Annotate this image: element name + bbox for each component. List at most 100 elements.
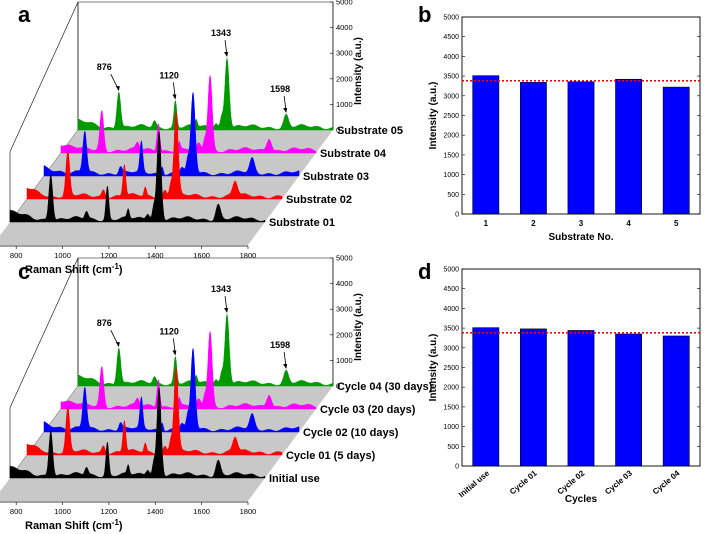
peak-arrowhead bbox=[224, 52, 229, 58]
x-tick-label: Cycle 02 bbox=[556, 468, 587, 496]
raman-shift-axis-title: Raman Shift (cm-1) bbox=[25, 262, 123, 276]
spectrum-cycle-03-20-days- bbox=[60, 331, 317, 410]
raman-shift-axis-title: Raman Shift (cm-1) bbox=[25, 518, 123, 532]
y-tick-label: 3500 bbox=[443, 74, 459, 81]
intensity-axis-title: Intensity (a.u.) bbox=[353, 293, 364, 361]
series-label: Substrate 04 bbox=[320, 148, 387, 160]
y-tick-label: 4500 bbox=[443, 34, 459, 41]
y-tick-label: 4000 bbox=[443, 306, 459, 313]
series-label: Cycle 02 (10 days) bbox=[303, 427, 399, 439]
y-tick-label: 500 bbox=[447, 192, 459, 199]
intensity-tick-label: 2000 bbox=[336, 74, 353, 83]
raman-shift-tick-label: 1600 bbox=[193, 507, 210, 516]
raman-shift-tick-label: 1800 bbox=[240, 507, 257, 516]
x-tick-label: Cycle 03 bbox=[603, 468, 634, 496]
peak-arrowhead bbox=[283, 108, 288, 114]
y-tick-label: 0 bbox=[455, 464, 459, 471]
peak-arrowhead bbox=[224, 308, 229, 314]
y-axis-title: Intensity (a.u.) bbox=[428, 82, 439, 150]
series-label: Cycle 03 (20 days) bbox=[320, 404, 416, 416]
panel-letter: b bbox=[418, 2, 431, 27]
series-floor-band bbox=[0, 478, 265, 501]
intensity-tick-label: 4000 bbox=[336, 279, 353, 288]
y-tick-label: 3500 bbox=[443, 326, 459, 333]
y-tick-label: 4500 bbox=[443, 286, 459, 293]
panel-c-spectra: 0 1000 2000 3000 4000 5000 Intensity (a.u.) Cyc… bbox=[0, 254, 433, 532]
intensity-tick-label: 3000 bbox=[336, 49, 353, 58]
y-tick-label: 1000 bbox=[443, 424, 459, 431]
series-label: Cycle 01 (5 days) bbox=[286, 450, 376, 462]
peak-label: 876 bbox=[97, 62, 112, 72]
x-axis-title: Cycles bbox=[565, 494, 598, 505]
bar-cycle-04 bbox=[662, 335, 690, 467]
bar-cycle-01 bbox=[520, 328, 547, 467]
peak-arrowhead bbox=[115, 342, 120, 348]
bar-2 bbox=[520, 82, 547, 215]
panel-letter: a bbox=[18, 2, 31, 27]
raman-shift-tick-label: 1400 bbox=[147, 507, 164, 516]
y-tick-label: 2000 bbox=[443, 133, 459, 140]
bar-initial-use bbox=[472, 327, 500, 467]
intensity-tick-label: 1000 bbox=[336, 356, 353, 365]
peak-label: 1343 bbox=[211, 28, 231, 38]
peak-label: 1343 bbox=[211, 284, 231, 294]
series-floor-band bbox=[10, 455, 282, 478]
intensity-axis-title: Intensity (a.u.) bbox=[353, 37, 364, 105]
y-tick-label: 4000 bbox=[443, 54, 459, 61]
raman-shift-tick-label: 1400 bbox=[147, 251, 164, 260]
y-tick-label: 3000 bbox=[443, 345, 459, 352]
peak-label: 1598 bbox=[270, 84, 290, 94]
raman-shift-tick-label: 800 bbox=[10, 507, 23, 516]
series-label: Cycle 04 (30 days) bbox=[337, 381, 433, 393]
bar-5 bbox=[662, 86, 690, 215]
series-floor-band bbox=[0, 222, 265, 245]
intensity-tick-label: 3000 bbox=[336, 305, 353, 314]
y-tick-label: 0 bbox=[455, 212, 459, 219]
spectrum-cycle-02-10-days- bbox=[43, 348, 300, 433]
y-tick-label: 5000 bbox=[443, 15, 459, 22]
raman-shift-tick-label: 1200 bbox=[101, 507, 118, 516]
peak-label: 876 bbox=[97, 318, 112, 328]
panel-letter: d bbox=[418, 259, 431, 284]
series-label: Substrate 02 bbox=[286, 194, 352, 206]
peak-label: 1120 bbox=[159, 70, 179, 80]
panel-a-spectra: 0 1000 2000 3000 4000 5000 Intensity (a.u.) Sub… bbox=[0, 0, 403, 276]
peak-label: 1120 bbox=[159, 326, 179, 336]
x-tick-label: 2 bbox=[531, 219, 536, 228]
side-wall-top-diagonal bbox=[9, 257, 79, 408]
peak-arrowhead bbox=[172, 350, 177, 356]
panel-d-bars: 0 500 1000 1500 2000 2500 3000 3500 4000 4500 5000… bbox=[418, 259, 701, 505]
y-tick-label: 2500 bbox=[443, 113, 459, 120]
raman-shift-tick-label: 1600 bbox=[193, 251, 210, 260]
spectrum-initial-use bbox=[9, 387, 266, 479]
intensity-tick-label: 5000 bbox=[336, 0, 353, 7]
x-tick-label: Cycle 01 bbox=[508, 468, 539, 496]
bar-1 bbox=[472, 75, 500, 215]
x-tick-label: Initial use bbox=[457, 468, 491, 499]
intensity-tick-label: 0 bbox=[336, 382, 340, 391]
panel-letter: c bbox=[18, 259, 30, 284]
peak-arrowhead bbox=[283, 364, 288, 370]
peak-label: 1598 bbox=[270, 340, 290, 350]
series-label: Substrate 05 bbox=[337, 125, 403, 137]
y-tick-label: 5000 bbox=[443, 267, 459, 274]
raman-shift-tick-label: 1000 bbox=[54, 507, 71, 516]
y-axis-title: Intensity (a.u.) bbox=[428, 334, 439, 402]
series-floor-band bbox=[10, 199, 282, 222]
spectrum-substrate-05 bbox=[77, 58, 334, 131]
raman-shift-tick-label: 1800 bbox=[240, 251, 257, 260]
series-label: Initial use bbox=[269, 473, 320, 485]
intensity-tick-label: 4000 bbox=[336, 23, 353, 32]
bar-4 bbox=[615, 78, 642, 215]
y-tick-label: 1500 bbox=[443, 152, 459, 159]
series-floor-band bbox=[61, 130, 333, 153]
y-tick-label: 1000 bbox=[443, 172, 459, 179]
y-tick-label: 500 bbox=[447, 444, 459, 451]
intensity-tick-label: 0 bbox=[336, 126, 340, 135]
raman-shift-tick-label: 1200 bbox=[101, 251, 118, 260]
series-label: Substrate 03 bbox=[303, 171, 369, 183]
intensity-tick-label: 5000 bbox=[336, 254, 353, 263]
bar-cycle-02 bbox=[567, 330, 595, 467]
raman-shift-tick-label: 1000 bbox=[54, 251, 71, 260]
